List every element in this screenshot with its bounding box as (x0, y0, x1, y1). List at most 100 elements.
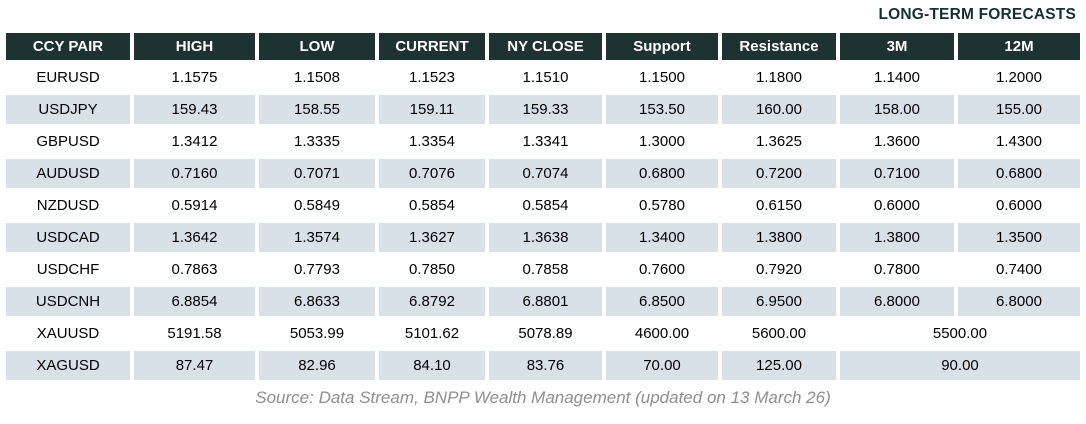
value-cell: 5101.62 (379, 319, 485, 348)
value-cell: 1.1508 (259, 63, 375, 92)
value-cell: 1.1400 (840, 63, 954, 92)
column-header-current: CURRENT (379, 33, 485, 60)
merged-forecast-cell: 90.00 (840, 351, 1080, 380)
value-cell: 0.5780 (606, 191, 718, 220)
value-cell: 6.8000 (958, 287, 1080, 316)
value-cell: 0.7071 (259, 159, 375, 188)
pair-cell: GBPUSD (6, 127, 130, 156)
value-cell: 0.6800 (958, 159, 1080, 188)
table-row: GBPUSD 1.3412 1.3335 1.3354 1.3341 1.3000 1.36… (6, 127, 1080, 156)
forecast-table-body: EURUSD 1.1575 1.1508 1.1523 1.1510 1.1500 1.18… (6, 63, 1080, 380)
pair-cell: NZDUSD (6, 191, 130, 220)
table-row: XAUUSD 5191.58 5053.99 5101.62 5078.89 4600.0… (6, 319, 1080, 348)
value-cell: 0.7200 (722, 159, 836, 188)
table-row: USDCNH 6.8854 6.8633 6.8792 6.8801 6.8500 6.95… (6, 287, 1080, 316)
value-cell: 1.3335 (259, 127, 375, 156)
value-cell: 6.8792 (379, 287, 485, 316)
pair-cell: XAGUSD (6, 351, 130, 380)
value-cell: 160.00 (722, 95, 836, 124)
value-cell: 0.6150 (722, 191, 836, 220)
value-cell: 159.33 (489, 95, 602, 124)
value-cell: 158.00 (840, 95, 954, 124)
value-cell: 1.3800 (840, 223, 954, 252)
value-cell: 1.3642 (134, 223, 255, 252)
value-cell: 6.9500 (722, 287, 836, 316)
value-cell: 0.5854 (489, 191, 602, 220)
value-cell: 0.7863 (134, 255, 255, 284)
value-cell: 6.8633 (259, 287, 375, 316)
value-cell: 0.6000 (840, 191, 954, 220)
value-cell: 1.3500 (958, 223, 1080, 252)
column-header-support: Support (606, 33, 718, 60)
value-cell: 1.1510 (489, 63, 602, 92)
column-header-3m: 3M (840, 33, 954, 60)
value-cell: 0.5854 (379, 191, 485, 220)
value-cell: 0.6800 (606, 159, 718, 188)
value-cell: 6.8854 (134, 287, 255, 316)
value-cell: 1.1575 (134, 63, 255, 92)
value-cell: 1.1500 (606, 63, 718, 92)
pair-cell: USDCNH (6, 287, 130, 316)
value-cell: 159.11 (379, 95, 485, 124)
value-cell: 1.3412 (134, 127, 255, 156)
pair-cell: USDCAD (6, 223, 130, 252)
value-cell: 1.3625 (722, 127, 836, 156)
value-cell: 6.8801 (489, 287, 602, 316)
fx-forecast-table: CCY PAIR HIGH LOW CURRENT NY CLOSE Suppo… (2, 30, 1084, 383)
column-header-resistance: Resistance (722, 33, 836, 60)
value-cell: 1.3000 (606, 127, 718, 156)
table-row: AUDUSD 0.7160 0.7071 0.7076 0.7074 0.6800 0.72… (6, 159, 1080, 188)
table-row: XAGUSD 87.47 82.96 84.10 83.76 70.00 125.00 90.… (6, 351, 1080, 380)
pair-cell: AUDUSD (6, 159, 130, 188)
value-cell: 83.76 (489, 351, 602, 380)
table-row: NZDUSD 0.5914 0.5849 0.5854 0.5854 0.5780 0.61… (6, 191, 1080, 220)
value-cell: 0.7076 (379, 159, 485, 188)
merged-forecast-cell: 5500.00 (840, 319, 1080, 348)
column-header-low: LOW (259, 33, 375, 60)
value-cell: 0.5849 (259, 191, 375, 220)
value-cell: 1.1523 (379, 63, 485, 92)
value-cell: 0.7100 (840, 159, 954, 188)
value-cell: 87.47 (134, 351, 255, 380)
value-cell: 1.3638 (489, 223, 602, 252)
value-cell: 5191.58 (134, 319, 255, 348)
value-cell: 158.55 (259, 95, 375, 124)
pair-cell: XAUUSD (6, 319, 130, 348)
value-cell: 0.7074 (489, 159, 602, 188)
table-row: USDJPY 159.43 158.55 159.11 159.33 153.50 160.… (6, 95, 1080, 124)
value-cell: 1.3600 (840, 127, 954, 156)
value-cell: 6.8000 (840, 287, 954, 316)
table-row: USDCAD 1.3642 1.3574 1.3627 1.3638 1.3400 1.38… (6, 223, 1080, 252)
value-cell: 159.43 (134, 95, 255, 124)
long-term-forecasts-label: LONG-TERM FORECASTS (878, 6, 1076, 23)
table-row: USDCHF 0.7863 0.7793 0.7850 0.7858 0.7600 0.79… (6, 255, 1080, 284)
table-header-row: CCY PAIR HIGH LOW CURRENT NY CLOSE Suppo… (6, 33, 1080, 60)
value-cell: 5078.89 (489, 319, 602, 348)
value-cell: 0.7400 (958, 255, 1080, 284)
value-cell: 0.7160 (134, 159, 255, 188)
source-note: Source: Data Stream, BNPP Wealth Managem… (255, 388, 831, 407)
value-cell: 1.4300 (958, 127, 1080, 156)
value-cell: 5053.99 (259, 319, 375, 348)
value-cell: 0.7920 (722, 255, 836, 284)
value-cell: 1.1800 (722, 63, 836, 92)
column-header-12m: 12M (958, 33, 1080, 60)
value-cell: 1.2000 (958, 63, 1080, 92)
column-header-ny-close: NY CLOSE (489, 33, 602, 60)
value-cell: 82.96 (259, 351, 375, 380)
value-cell: 6.8500 (606, 287, 718, 316)
value-cell: 0.7600 (606, 255, 718, 284)
value-cell: 1.3627 (379, 223, 485, 252)
value-cell: 70.00 (606, 351, 718, 380)
column-header-ccy-pair: CCY PAIR (6, 33, 130, 60)
column-header-high: HIGH (134, 33, 255, 60)
value-cell: 153.50 (606, 95, 718, 124)
forecast-note-bar: LONG-TERM FORECASTS (0, 0, 1086, 30)
value-cell: 84.10 (379, 351, 485, 380)
value-cell: 1.3574 (259, 223, 375, 252)
pair-cell: USDCHF (6, 255, 130, 284)
value-cell: 155.00 (958, 95, 1080, 124)
value-cell: 5600.00 (722, 319, 836, 348)
value-cell: 0.5914 (134, 191, 255, 220)
